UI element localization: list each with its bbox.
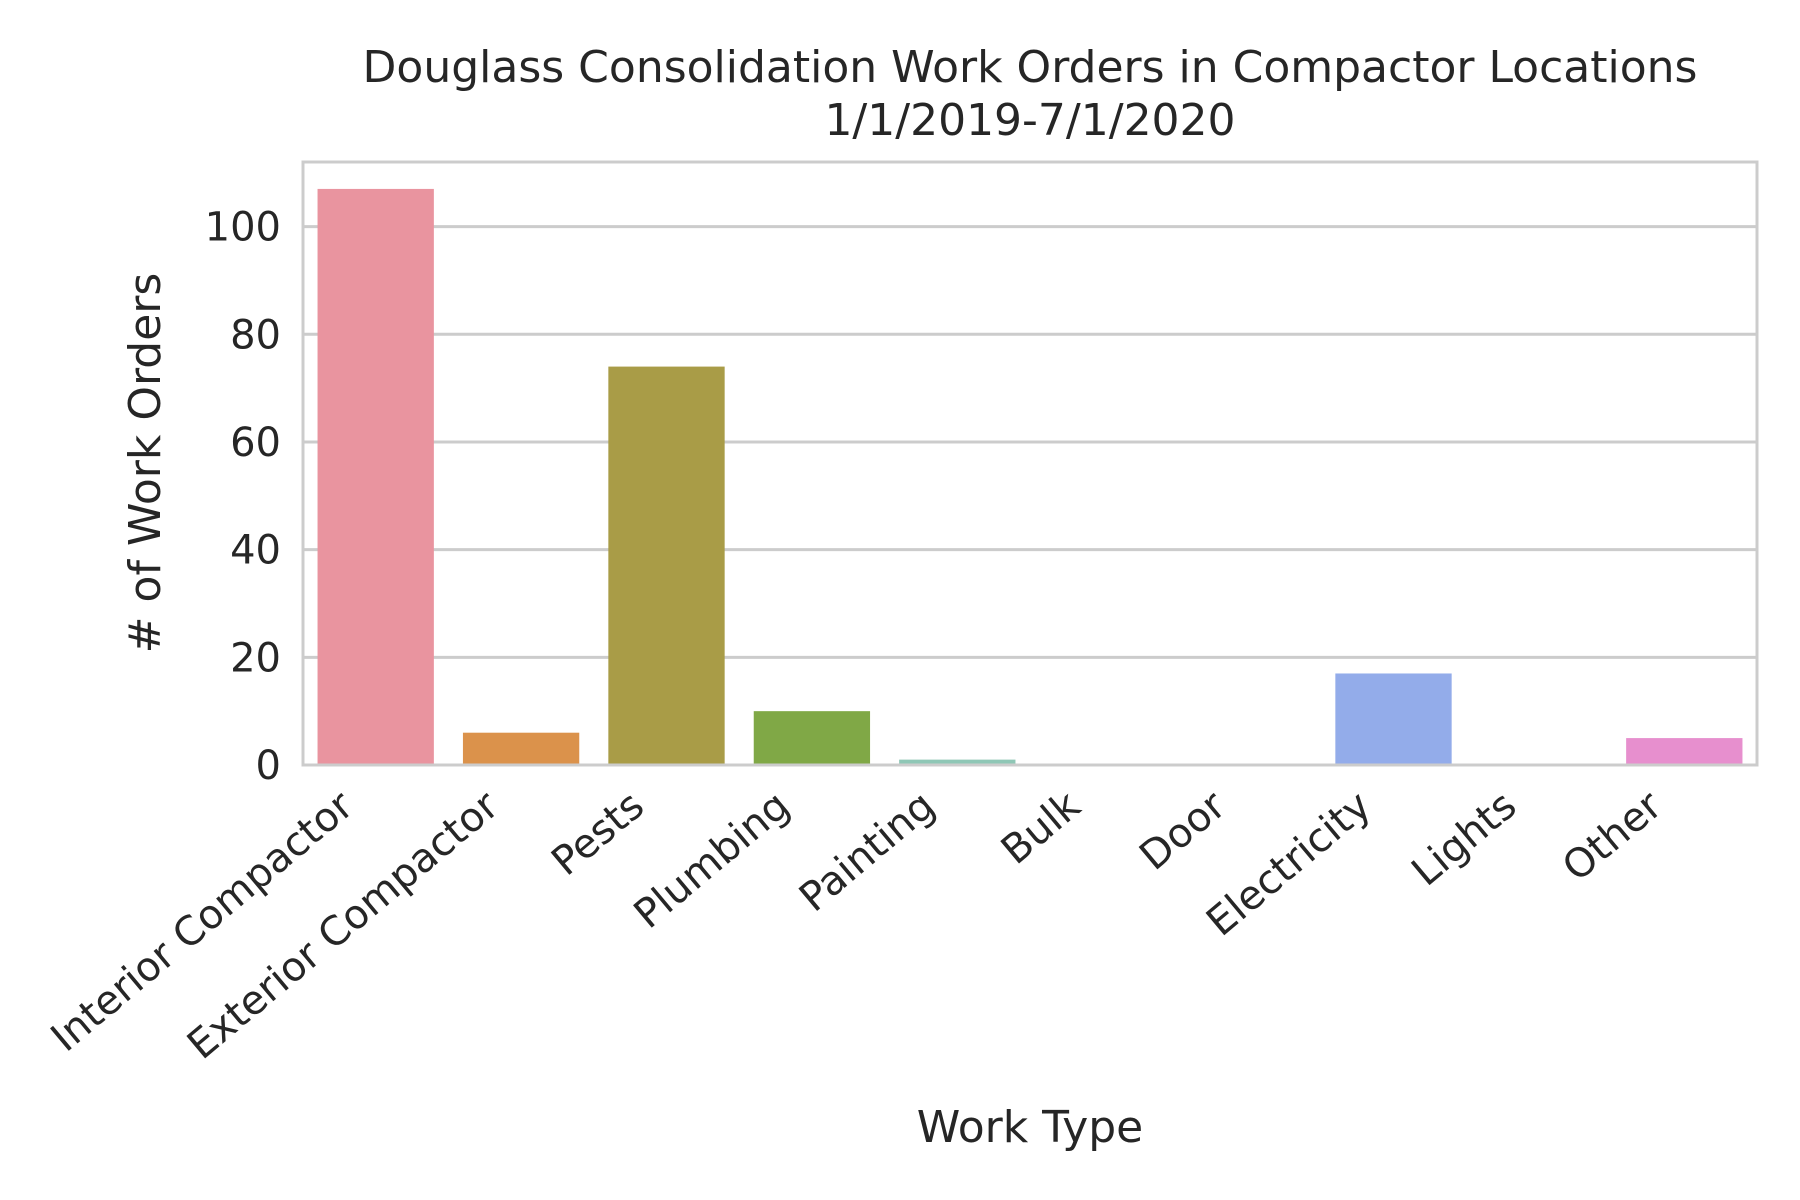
x-tick-label: Pests bbox=[543, 782, 653, 885]
bar-electricity bbox=[1335, 673, 1452, 765]
plot-frame bbox=[301, 160, 1759, 767]
y-tick-label: 20 bbox=[230, 635, 281, 681]
y-tick-label: 60 bbox=[230, 420, 281, 466]
bar-pests bbox=[608, 366, 725, 765]
y-axis-label: # of Work Orders bbox=[120, 273, 171, 654]
bar-painting bbox=[899, 759, 1016, 765]
x-axis-label: Work Type bbox=[917, 1102, 1143, 1153]
x-tick-label: Door bbox=[1131, 782, 1235, 879]
x-tick-label: Lights bbox=[1403, 782, 1525, 895]
y-tick-labels: 0 20 40 60 80 100 bbox=[205, 205, 281, 789]
y-tick-label: 100 bbox=[205, 205, 281, 251]
x-tick-label: Plumbing bbox=[626, 782, 799, 937]
x-tick-label: Painting bbox=[791, 782, 944, 921]
chart-title: Douglass Consolidation Work Orders in Co… bbox=[363, 42, 1698, 93]
y-tick-label: 40 bbox=[230, 528, 281, 574]
bars bbox=[317, 188, 1743, 765]
y-tick-label: 0 bbox=[256, 743, 281, 789]
x-tick-label: Other bbox=[1554, 782, 1671, 891]
y-tick-label: 80 bbox=[230, 312, 281, 358]
bar-other bbox=[1626, 738, 1743, 765]
bar-plumbing bbox=[753, 711, 871, 765]
bar-interior-compactor bbox=[317, 188, 434, 765]
chart-subtitle: 1/1/2019-7/1/2020 bbox=[824, 95, 1235, 146]
gridlines bbox=[303, 225, 1757, 767]
bar-exterior-compactor bbox=[462, 732, 580, 765]
x-tick-label: Bulk bbox=[993, 782, 1090, 874]
